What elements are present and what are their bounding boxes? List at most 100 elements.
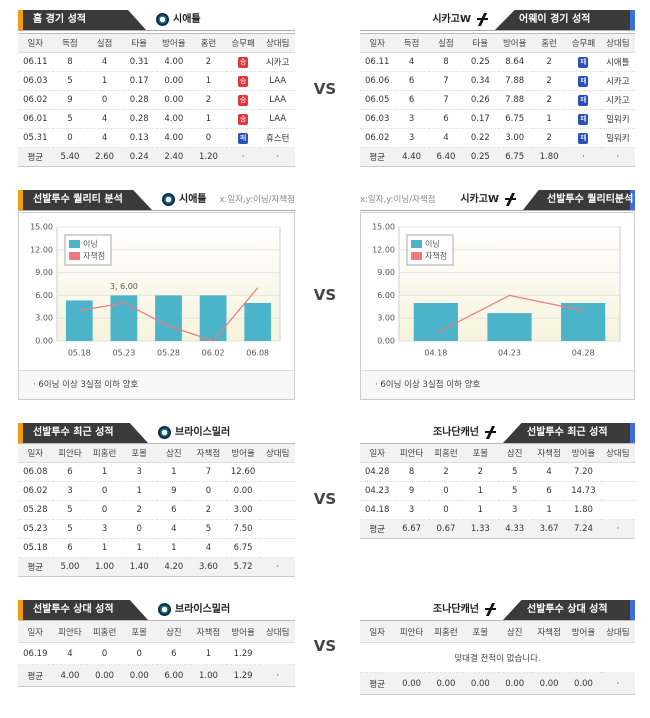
cell — [260, 519, 295, 539]
cell: 승 — [225, 52, 261, 72]
cell: 0.25 — [463, 52, 498, 72]
cell: 시카고 — [600, 90, 635, 110]
cell: · — [260, 557, 295, 577]
column-header: 일자 — [18, 33, 53, 53]
cell: 5 — [52, 519, 88, 539]
team-name: 조나단캐넌 — [433, 427, 479, 438]
legend-swatch — [411, 240, 422, 248]
cell: 5.40 — [52, 147, 88, 167]
data-row: 06.01 5 4 0.28 4.00 1 승 LAA — [18, 109, 295, 129]
column-header: 피안타 — [52, 443, 88, 463]
cell: 1 — [191, 71, 226, 91]
cell: 0 — [121, 642, 157, 665]
cell — [260, 462, 295, 482]
chart: 0.00 3.00 6.00 9.00 12.00 15.00 04.18 04.23 04.2… — [372, 223, 621, 358]
cell: 3.60 — [191, 557, 226, 577]
header-row: 일자 피안타 피홈런 포볼 삼진 자책점 방어율 상대팀 — [360, 443, 635, 463]
column-header: 홈런 — [531, 33, 567, 53]
section-header: 선발투수 상대 성적 브라이스밀러 — [18, 600, 295, 621]
cell: 3 — [394, 128, 429, 148]
cell: 2 — [463, 462, 498, 482]
cell: 6.75 — [497, 147, 532, 167]
cell: 밀워키 — [600, 128, 635, 148]
cell: 0.31 — [121, 52, 157, 72]
average-row: 평균 5.40 2.60 0.24 2.40 1.20 · · — [18, 147, 295, 167]
team-logo — [158, 603, 171, 616]
team-logo — [484, 426, 497, 439]
data-row: 06.06 6 7 0.34 7.88 2 패 시카고 — [360, 71, 635, 91]
column-header: 방어율 — [225, 443, 261, 463]
cell: 14.73 — [566, 481, 601, 501]
data-row: 06.02 3 4 0.22 3.00 2 패 밀워키 — [360, 128, 635, 148]
cell: 12.60 — [225, 462, 261, 482]
cell: 4.00 — [156, 128, 192, 148]
cell: 1.29 — [225, 642, 261, 665]
cell: 3 — [121, 462, 157, 482]
average-row: 평균 0.00 0.00 0.00 0.00 0.00 0.00 · — [360, 672, 635, 695]
legend-label: 자책점 — [83, 251, 105, 261]
cell: 시애틀 — [600, 52, 635, 72]
data-row: 05.28 5 0 2 6 2 3.00 — [18, 500, 295, 520]
section-header: 선발투수 최근 성적 브라이스밀러 — [18, 423, 295, 444]
footnote: · 6이닝 이상 3실점 이하 양호 — [19, 370, 294, 399]
cell: 6 — [52, 538, 88, 558]
cell — [260, 500, 295, 520]
data-row: 04.23 9 0 1 5 6 14.73 — [360, 481, 635, 501]
column-header: 홈런 — [191, 33, 226, 53]
cell: 8.64 — [497, 52, 532, 72]
data-row: 06.08 6 1 3 1 7 12.60 — [18, 462, 295, 482]
cell: 1 — [121, 481, 157, 501]
data-row: 05.18 6 1 1 1 4 6.75 — [18, 538, 295, 558]
legend-label: 이닝 — [425, 239, 440, 249]
cell: 4.00 — [156, 109, 192, 129]
header-tab: 홈 경기 성적 — [18, 10, 146, 30]
cell: 1 — [156, 462, 192, 482]
cell: 6 — [156, 500, 192, 520]
cell: 3 — [87, 519, 122, 539]
column-header: 자책점 — [531, 443, 567, 463]
stats-table: 일자 피안타 피홈런 포볼 삼진 자책점 방어율 상대팀 04.28 8 2 2 5 4 7.20 04.23… — [360, 443, 635, 539]
x-tick-label: 05.23 — [112, 349, 135, 358]
annotation: 3, 6.00 — [110, 282, 138, 291]
y-tick-label: 15.00 — [372, 223, 395, 232]
cell: 0.00 — [156, 90, 192, 110]
cell: 06.06 — [360, 71, 395, 91]
cell: 1.40 — [121, 557, 157, 577]
column-header: 상대팀 — [600, 33, 635, 53]
cell: 평균 — [360, 519, 395, 539]
cell: 승 — [225, 71, 261, 91]
column-header: 상대팀 — [260, 620, 295, 643]
section-header: 선발투수 퀄리티분석 시카고W x:일자,y:이닝/자책점 — [360, 190, 635, 211]
column-header: 삼진 — [156, 620, 192, 643]
cell: 0 — [191, 128, 226, 148]
column-header: 피안타 — [394, 620, 429, 643]
y-tick-label: 6.00 — [377, 291, 395, 300]
header-row: 일자 피안타 피홈런 포볼 삼진 자책점 방어율 상대팀 — [18, 620, 295, 643]
team-logo — [162, 193, 175, 206]
cell: 0.25 — [463, 147, 498, 167]
cell: 9 — [156, 481, 192, 501]
cell: 4 — [87, 109, 122, 129]
cell: 5 — [497, 462, 532, 482]
cell: 7 — [428, 71, 464, 91]
y-tick-label: 3.00 — [35, 314, 53, 323]
cell: 0.24 — [121, 147, 157, 167]
team-name: 시애틀 — [173, 14, 201, 25]
result-icon: 패 — [578, 56, 589, 68]
cell: 1 — [87, 462, 122, 482]
cell: 6 — [428, 109, 464, 129]
empty-message: 맞대결 전적이 없습니다. — [360, 642, 635, 673]
cell: 6 — [394, 71, 429, 91]
cell: 05.28 — [18, 500, 53, 520]
result-icon: 패 — [578, 75, 589, 87]
cell: 1 — [87, 538, 122, 558]
column-header: 상대팀 — [600, 443, 635, 463]
cell: 2 — [428, 462, 464, 482]
y-tick-label: 0.00 — [377, 337, 395, 346]
average-row: 평균 6.67 0.67 1.33 4.33 3.67 7.24 · — [360, 519, 635, 539]
bar — [487, 313, 532, 341]
cell: 2 — [531, 128, 567, 148]
bar — [110, 295, 138, 341]
cell: 패 — [566, 109, 601, 129]
x-tick-label: 06.08 — [246, 349, 269, 358]
